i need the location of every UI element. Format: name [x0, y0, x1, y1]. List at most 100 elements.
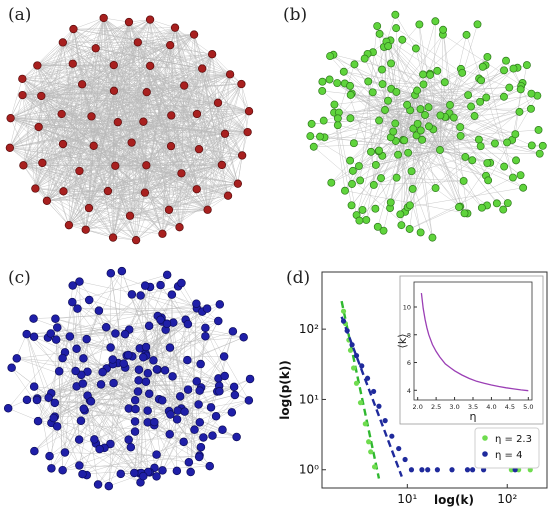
node — [499, 205, 508, 214]
node — [156, 280, 165, 290]
edge — [63, 173, 182, 192]
edge — [38, 126, 172, 147]
edge — [117, 121, 226, 135]
edge — [16, 352, 66, 359]
edge — [149, 19, 200, 150]
data-point — [449, 467, 455, 473]
node — [405, 201, 414, 210]
node — [167, 290, 177, 299]
edge — [139, 348, 195, 430]
node — [106, 439, 115, 449]
node — [318, 87, 327, 95]
edge — [103, 17, 114, 238]
edge — [23, 165, 48, 201]
node — [502, 56, 510, 65]
edge — [37, 367, 126, 422]
edge — [344, 94, 416, 191]
edge — [61, 113, 92, 117]
edge — [103, 17, 223, 166]
edge — [224, 133, 239, 184]
edge — [437, 70, 451, 106]
edge — [174, 27, 213, 55]
edge — [148, 325, 220, 386]
edge — [424, 104, 451, 116]
node — [237, 151, 247, 160]
edge — [23, 165, 131, 216]
node — [152, 472, 161, 481]
node — [326, 52, 334, 61]
edge — [143, 121, 170, 210]
node — [527, 104, 535, 113]
edge — [149, 322, 174, 394]
node — [179, 437, 188, 447]
node — [327, 178, 336, 187]
node — [347, 201, 356, 210]
edge — [61, 19, 151, 115]
edge — [402, 139, 436, 189]
node — [245, 374, 255, 384]
node — [461, 153, 470, 161]
edge — [97, 311, 203, 485]
edge — [41, 90, 114, 97]
edge — [9, 42, 64, 148]
node — [307, 119, 316, 128]
edge — [439, 108, 532, 151]
node — [358, 205, 367, 214]
edge — [107, 173, 182, 192]
edge — [205, 327, 236, 396]
node — [201, 332, 210, 341]
node — [474, 135, 483, 144]
edge — [377, 94, 416, 227]
edge — [146, 145, 172, 166]
edge — [26, 334, 54, 419]
edge — [72, 42, 138, 64]
edge — [38, 126, 131, 216]
legend-label: η = 2.3 — [495, 434, 532, 445]
node — [99, 13, 108, 23]
edge — [229, 74, 250, 112]
y-tick-label: 10¹ — [299, 392, 319, 406]
edge — [150, 65, 231, 75]
edge — [62, 116, 92, 145]
edge — [172, 376, 200, 458]
node — [306, 132, 315, 141]
node — [408, 184, 417, 193]
edge — [41, 17, 104, 97]
data-point — [340, 308, 347, 314]
edge — [86, 339, 132, 448]
node — [519, 183, 528, 192]
node — [183, 355, 192, 365]
edge — [113, 64, 198, 115]
node — [195, 418, 205, 427]
node — [459, 176, 468, 185]
edge — [350, 94, 386, 111]
edge — [168, 146, 172, 210]
node — [152, 450, 161, 459]
edge — [168, 83, 242, 210]
edge — [61, 113, 172, 116]
node — [431, 184, 440, 193]
edge — [113, 34, 195, 66]
edge — [351, 94, 416, 185]
edge — [395, 14, 451, 106]
node — [309, 142, 318, 151]
edge — [171, 294, 186, 320]
node — [203, 205, 212, 214]
edge — [384, 94, 416, 111]
edge — [402, 104, 451, 141]
edge — [162, 387, 202, 471]
edge — [69, 336, 88, 372]
edge — [55, 304, 220, 319]
node — [476, 97, 485, 106]
series-1 — [340, 300, 533, 479]
node — [142, 161, 151, 170]
edge — [9, 126, 39, 148]
node — [239, 333, 248, 342]
edge — [112, 133, 226, 238]
edge — [113, 44, 171, 66]
node — [46, 329, 56, 338]
edge — [95, 19, 151, 49]
node — [103, 186, 113, 196]
node — [456, 131, 465, 140]
panel-a-label: (a) — [8, 5, 32, 25]
